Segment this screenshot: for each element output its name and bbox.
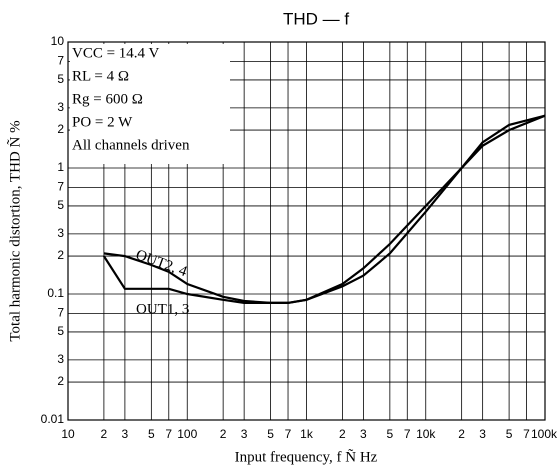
annotation-box (70, 44, 230, 164)
x-tick-label: 2 (339, 427, 346, 441)
y-tick-label: 7 (57, 54, 64, 68)
y-tick-label: 2 (57, 248, 64, 262)
x-tick-label: 10k (416, 427, 436, 441)
y-tick-label: 5 (57, 324, 64, 338)
annotation: VCC = 14.4 V (72, 45, 160, 61)
y-tick-label: 0.1 (47, 286, 64, 300)
x-tick-label: 10 (61, 427, 75, 441)
x-tick-label: 5 (267, 427, 274, 441)
y-tick-label: 2 (57, 374, 64, 388)
x-tick-label: 7 (165, 427, 172, 441)
y-tick-label: 5 (57, 72, 64, 86)
y-tick-label: 0.01 (41, 412, 65, 426)
y-tick-label: 3 (57, 352, 64, 366)
y-tick-label: 3 (57, 226, 64, 240)
y-tick-label: 3 (57, 100, 64, 114)
series-label: OUT2, 4 (133, 247, 189, 280)
x-tick-label: 7 (404, 427, 411, 441)
chart-title: THD — f (283, 9, 349, 28)
x-tick-label: 7 (523, 427, 530, 441)
y-tick-label: 7 (57, 306, 64, 320)
y-tick-label: 7 (57, 180, 64, 194)
x-tick-label: 3 (241, 427, 248, 441)
x-axis-label: Input frequency, f Ñ Hz (235, 449, 378, 465)
x-tick-label: 3 (360, 427, 367, 441)
x-tick-label: 3 (122, 427, 129, 441)
x-tick-label: 3 (479, 427, 486, 441)
y-tick-label: 2 (57, 122, 64, 136)
x-tick-label: 2 (458, 427, 465, 441)
x-tick-label: 100k (531, 427, 557, 441)
x-tick-label: 1k (300, 427, 314, 441)
y-tick-label: 1 (57, 160, 64, 174)
x-tick-label: 5 (148, 427, 155, 441)
x-tick-label: 5 (387, 427, 394, 441)
annotation: All channels driven (72, 137, 190, 153)
y-tick-label: 10 (51, 34, 65, 48)
x-tick-label: 2 (220, 427, 227, 441)
y-axis-label: Total harmonic distortion, THD Ñ % (7, 120, 23, 341)
x-tick-label: 2 (101, 427, 108, 441)
annotation: PO = 2 W (72, 114, 133, 130)
x-tick-label: 5 (506, 427, 513, 441)
line-series (102, 114, 546, 304)
series-label: OUT1, 3 (136, 301, 189, 317)
annotation: RL = 4 Ω (72, 68, 129, 84)
x-tick-label: 100 (177, 427, 197, 441)
y-tick-label: 5 (57, 198, 64, 212)
x-tick-label: 7 (285, 427, 292, 441)
annotation: Rg = 600 Ω (72, 91, 143, 107)
